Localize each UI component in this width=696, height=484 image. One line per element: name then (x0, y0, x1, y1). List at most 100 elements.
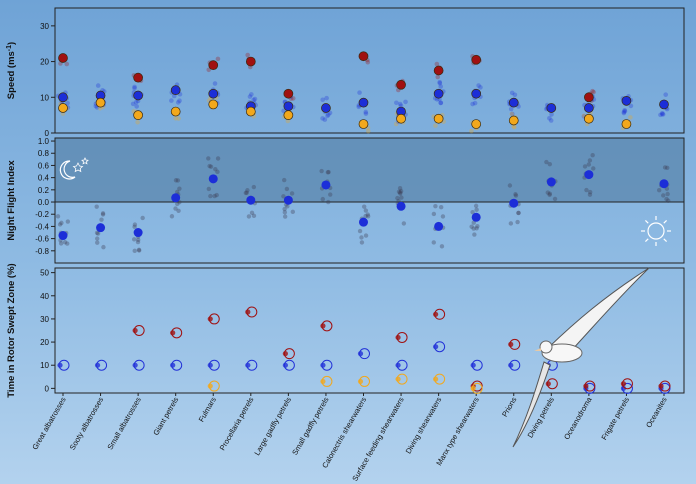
night-point (664, 196, 669, 202)
rotor-point (245, 309, 251, 315)
night-point (397, 185, 403, 191)
y-tick-label: 30 (40, 315, 49, 324)
night-point (95, 231, 101, 236)
night-point (131, 237, 137, 242)
night-point (100, 211, 106, 216)
rotor-point (433, 376, 439, 382)
moon-shape (59, 160, 76, 180)
x-tick-label: Oceanodroma (562, 395, 594, 441)
speed-point (628, 103, 634, 109)
speed-point (548, 118, 554, 123)
speed-min-marker (433, 113, 444, 124)
night-point (363, 213, 368, 219)
speed-point (363, 109, 369, 115)
rotor-blue-marker (321, 359, 333, 371)
night-point (173, 178, 179, 183)
night-point (94, 230, 100, 236)
speed-point (433, 123, 438, 128)
y-tick-label: -0.4 (35, 222, 49, 231)
speed-min-marker (245, 106, 256, 117)
night-point (282, 206, 287, 212)
night-point (176, 208, 181, 214)
night-point (58, 241, 64, 246)
night-point (513, 193, 519, 198)
night-point (289, 191, 295, 196)
rotor-red-marker (396, 331, 408, 343)
night-mean-marker (321, 180, 331, 190)
speed-max-marker (283, 88, 294, 99)
rotor-point (508, 341, 514, 347)
x-tick-label: Giant petrels (151, 395, 180, 437)
night-point (544, 159, 549, 165)
night-point (136, 247, 142, 253)
night-point (246, 214, 252, 219)
speed-mean-marker (584, 103, 594, 113)
night-point (169, 214, 175, 219)
rotor-blue-marker (283, 359, 295, 371)
albatross-head (539, 340, 553, 354)
rotor-point (470, 362, 476, 368)
night-mean-marker (133, 228, 143, 238)
rotor-point (94, 362, 101, 368)
rotor-point (320, 362, 326, 368)
rotor-blue-marker (96, 359, 108, 371)
x-tick-label: Prions (500, 395, 519, 418)
speed-point (621, 110, 627, 116)
speed-mean-marker (321, 103, 331, 113)
rotor-orange-marker (359, 375, 370, 387)
rotor-blue-marker (133, 359, 145, 371)
y-tick-label: 40 (40, 292, 49, 301)
rotor-point (320, 378, 326, 385)
rotor-point (583, 383, 589, 389)
rotor-red-marker (621, 378, 633, 390)
night-point (665, 191, 670, 197)
night-mean-marker (58, 231, 68, 241)
rotor-red-marker (133, 325, 145, 336)
night-mean-marker (246, 195, 256, 205)
rotor-red-marker (321, 320, 333, 332)
speed-point (435, 74, 441, 80)
night-point (545, 190, 551, 195)
x-tick-label: Frigate petrels (599, 395, 631, 441)
speed-point (509, 111, 515, 117)
night-point (101, 244, 106, 250)
night-point (516, 210, 521, 216)
night-point (175, 178, 181, 183)
speed-point (509, 111, 515, 117)
speed-point (403, 99, 408, 105)
night-point (471, 226, 476, 231)
rotor-point (245, 362, 251, 368)
night-point (281, 194, 286, 199)
rotor-orange-marker (321, 375, 333, 387)
panel-frame-rotor (54, 267, 685, 394)
rotor-point (433, 311, 439, 317)
rotor-red-marker (283, 348, 295, 360)
night-point (135, 239, 141, 245)
speed-min-marker (208, 99, 219, 110)
speed-point (547, 115, 552, 121)
rotor-blue-marker (171, 359, 183, 371)
moon-stars-icon (59, 157, 89, 180)
night-point (136, 237, 141, 243)
speed-point (512, 124, 517, 130)
speed-point (591, 89, 596, 95)
speed-point (322, 117, 328, 122)
night-point (213, 167, 218, 172)
speed-point (658, 112, 663, 118)
night-point (290, 209, 296, 215)
night-point (243, 190, 249, 196)
night-point (439, 244, 445, 249)
night-point (473, 203, 479, 209)
speed-min-marker (621, 119, 632, 129)
speed-point (215, 56, 221, 62)
night-point (431, 211, 437, 217)
night-point (361, 204, 367, 209)
night-point (132, 222, 138, 227)
y-tick-label: 0.4 (38, 174, 50, 183)
speed-point (508, 106, 514, 112)
speed-point (175, 100, 181, 105)
speed-point (659, 110, 665, 116)
night-point (244, 190, 249, 195)
